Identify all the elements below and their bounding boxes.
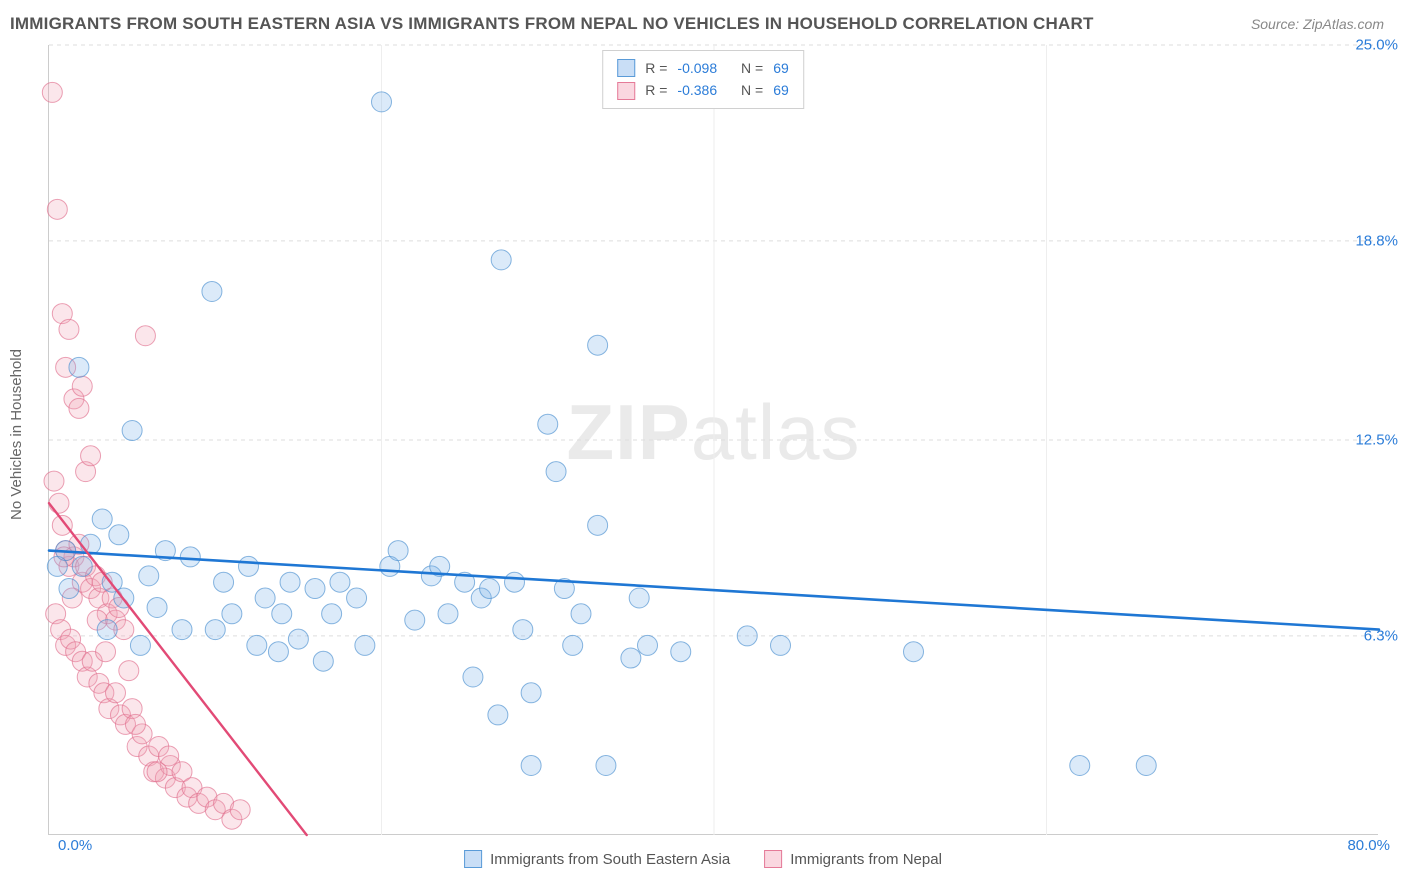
y-tick-label: 12.5% — [1355, 432, 1398, 449]
legend-stats: R = -0.098 N = 69 R = -0.386 N = 69 — [602, 50, 804, 109]
chart-container: IMMIGRANTS FROM SOUTH EASTERN ASIA VS IM… — [0, 0, 1406, 892]
y-tick-label: 25.0% — [1355, 37, 1398, 54]
x-min-label: 0.0% — [58, 837, 92, 854]
r-label: R = — [645, 57, 667, 79]
plot-area: ZIPatlas — [48, 45, 1378, 835]
legend-stats-row-0: R = -0.098 N = 69 — [617, 57, 789, 79]
n-value-0: 69 — [773, 57, 789, 79]
series-name-1: Immigrants from Nepal — [790, 851, 942, 868]
r-label: R = — [645, 79, 667, 101]
legend-series: Immigrants from South Eastern Asia Immig… — [464, 850, 942, 868]
y-tick-label: 6.3% — [1364, 627, 1398, 644]
y-axis-label: No Vehicles in Household — [8, 349, 25, 520]
n-label: N = — [741, 79, 763, 101]
swatch-pink-icon — [764, 850, 782, 868]
r-value-0: -0.098 — [677, 57, 717, 79]
y-tick-label: 18.8% — [1355, 232, 1398, 249]
legend-item-0: Immigrants from South Eastern Asia — [464, 850, 730, 868]
source-label: Source: ZipAtlas.com — [1251, 16, 1384, 32]
series-name-0: Immigrants from South Eastern Asia — [490, 851, 730, 868]
x-max-label: 80.0% — [1347, 837, 1390, 854]
plot-svg — [49, 45, 1378, 834]
n-label: N = — [741, 57, 763, 79]
r-value-1: -0.386 — [677, 79, 717, 101]
swatch-blue-icon — [617, 59, 635, 77]
chart-title: IMMIGRANTS FROM SOUTH EASTERN ASIA VS IM… — [10, 14, 1094, 34]
n-value-1: 69 — [773, 79, 789, 101]
swatch-blue-icon — [464, 850, 482, 868]
legend-stats-row-1: R = -0.386 N = 69 — [617, 79, 789, 101]
swatch-pink-icon — [617, 82, 635, 100]
legend-item-1: Immigrants from Nepal — [764, 850, 942, 868]
